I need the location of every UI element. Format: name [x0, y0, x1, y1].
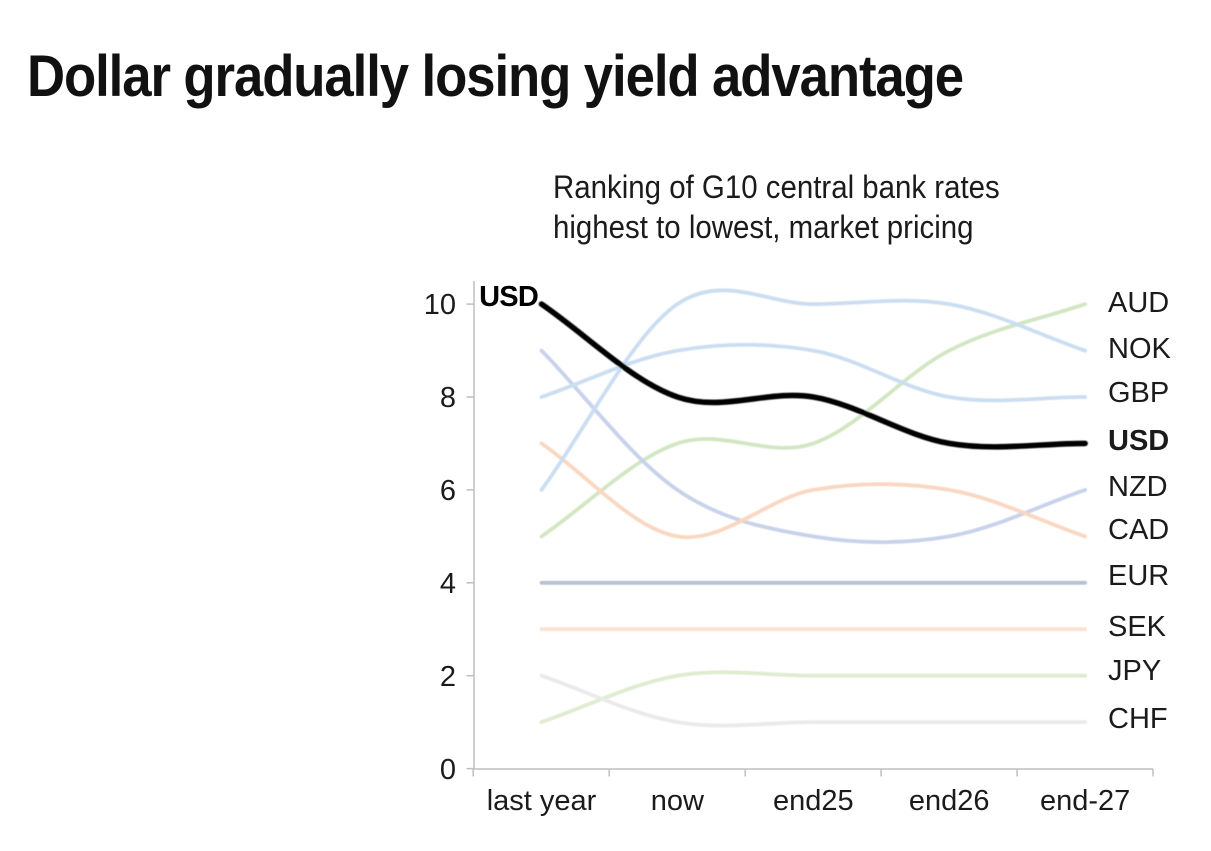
svg-text:end26: end26	[909, 785, 990, 817]
svg-text:JPY: JPY	[1108, 655, 1161, 687]
svg-text:end-27: end-27	[1040, 785, 1130, 817]
svg-text:now: now	[651, 785, 705, 817]
svg-text:AUD: AUD	[1108, 287, 1169, 319]
svg-text:6: 6	[440, 475, 456, 507]
svg-text:SEK: SEK	[1108, 611, 1167, 643]
svg-text:GBP: GBP	[1108, 377, 1169, 409]
svg-text:8: 8	[440, 382, 456, 414]
svg-text:10: 10	[424, 289, 456, 321]
svg-text:NOK: NOK	[1108, 333, 1172, 365]
svg-text:NZD: NZD	[1108, 471, 1168, 503]
svg-text:EUR: EUR	[1108, 560, 1169, 592]
svg-text:last year: last year	[487, 785, 597, 817]
svg-text:0: 0	[440, 754, 456, 786]
svg-text:USD: USD	[1108, 425, 1169, 457]
svg-text:2: 2	[440, 661, 456, 693]
svg-text:4: 4	[440, 568, 456, 600]
svg-text:CHF: CHF	[1108, 703, 1168, 735]
svg-text:USD: USD	[479, 281, 538, 313]
svg-text:CAD: CAD	[1108, 514, 1169, 546]
svg-text:end25: end25	[773, 785, 854, 817]
